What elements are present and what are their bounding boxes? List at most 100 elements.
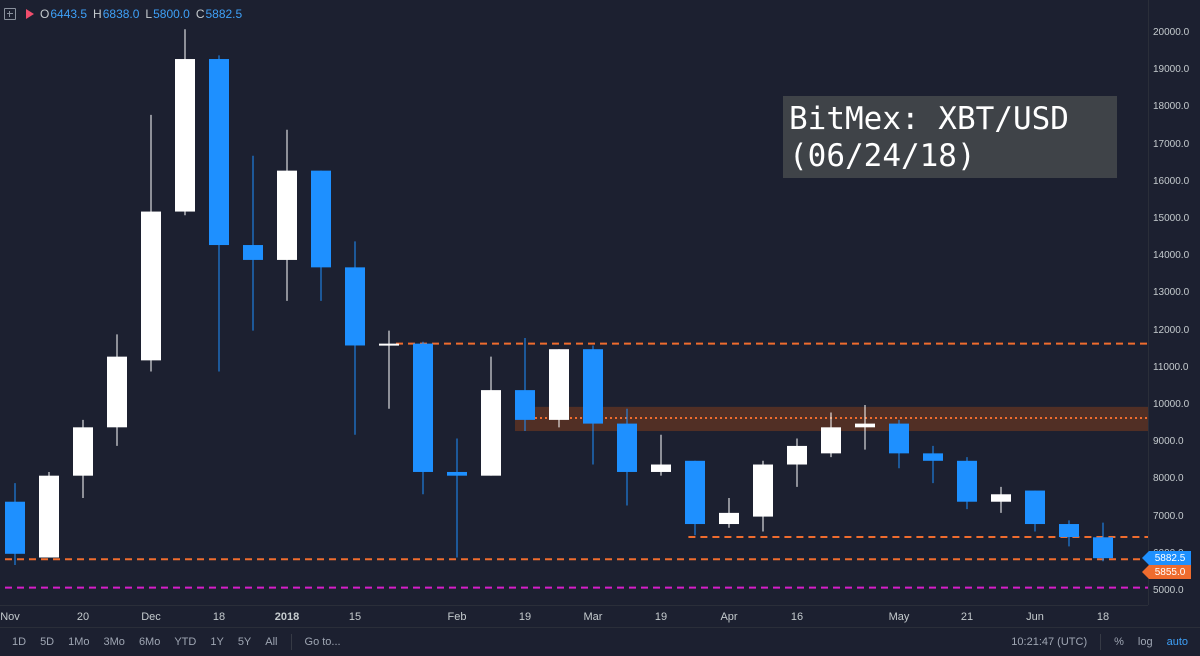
time-tick-label: Apr: [720, 611, 738, 623]
price-tick-label: 10000.0: [1153, 399, 1190, 410]
time-tick-label: Feb: [447, 611, 467, 623]
auto-toggle[interactable]: auto: [1166, 636, 1188, 648]
time-tick-label: 20: [76, 611, 90, 623]
time-tick-label: 18: [212, 611, 226, 623]
time-tick-label: Jun: [1026, 611, 1044, 623]
price-tick-label: 12000.0: [1153, 324, 1190, 336]
candle-body: [685, 460, 705, 525]
time-tick-label: 15: [348, 611, 362, 623]
candle-body: [1093, 537, 1113, 559]
range-button-ytd[interactable]: YTD: [174, 636, 197, 648]
current-price-tag-pointer: [1142, 551, 1149, 565]
candle-body: [957, 460, 977, 502]
candle-body: [311, 170, 331, 268]
open-value: 6443.5: [50, 7, 88, 21]
range-button-1d[interactable]: 1D: [12, 636, 27, 648]
go-to-button[interactable]: Go to...: [304, 636, 341, 648]
candle-body: [345, 267, 365, 346]
price-tick-label: 9000.0: [1153, 436, 1184, 448]
annotation-line-2: (06/24/18): [789, 138, 976, 174]
candle-body: [277, 170, 297, 260]
price-tick-label: 5000.0: [1153, 585, 1184, 596]
range-buttons: 1D 5D 1Mo 3Mo 6Mo YTD 1Y 5Y All: [0, 636, 285, 648]
price-tick-label: 11000.0: [1153, 361, 1189, 373]
current-price-tag: 5882.5: [1149, 551, 1191, 565]
candle-body: [855, 423, 875, 428]
chart-pane[interactable]: O 6443.5 H 6838.0 L 5800.0 C 5882.5 BitMex: …: [0, 0, 1148, 605]
time-tick-label: 2018: [274, 611, 300, 623]
time-tick-label: 21: [960, 611, 974, 623]
level-price-tag-pointer: [1142, 565, 1149, 579]
price-chart: [5, 29, 1148, 589]
candle-body: [991, 494, 1011, 502]
candle-body: [1059, 524, 1079, 538]
time-tick-label: Nov: [0, 611, 20, 623]
candle-body: [209, 59, 229, 246]
time-tick-label: 19: [654, 611, 668, 623]
candle-body: [141, 211, 161, 361]
candle-body: [787, 445, 807, 465]
percent-toggle[interactable]: %: [1114, 636, 1124, 648]
price-tick-label: 8000.0: [1153, 473, 1184, 485]
close-key: C: [195, 7, 205, 21]
candle-body: [447, 471, 467, 476]
close-value: 5882.5: [205, 7, 243, 21]
annotation-note[interactable]: BitMex: XBT/USD (06/24/18): [783, 96, 1117, 178]
price-axis[interactable]: 5000.06000.07000.08000.09000.010000.0110…: [1148, 0, 1200, 605]
candle-body: [719, 512, 739, 525]
candle-body: [821, 427, 841, 454]
price-tick-label: 19000.0: [1153, 64, 1190, 76]
level-price-tag: 5855.0: [1149, 565, 1191, 579]
clock-readout: 10:21:47 (UTC): [1011, 636, 1088, 648]
price-tick-label: 14000.0: [1153, 250, 1190, 262]
high-value: 6838.0: [102, 7, 140, 21]
ohlc-legend: O 6443.5 H 6838.0 L 5800.0 C 5882.5: [4, 7, 242, 21]
candle-body: [651, 464, 671, 472]
price-tick-label: 18000.0: [1153, 101, 1190, 113]
time-tick-label: 16: [790, 611, 804, 623]
candle-body: [889, 423, 909, 454]
price-tick-label: 17000.0: [1153, 138, 1190, 150]
candle-body: [923, 453, 943, 461]
time-tick-label: 18: [1096, 611, 1110, 623]
candle-body: [175, 59, 195, 212]
time-tick-label: Mar: [583, 611, 603, 623]
range-button-all[interactable]: All: [265, 636, 278, 648]
range-button-3mo[interactable]: 3Mo: [103, 636, 125, 648]
expand-icon[interactable]: [4, 8, 16, 20]
bottom-toolbar: 1D 5D 1Mo 3Mo 6Mo YTD 1Y 5Y All Go to... 10:21:4…: [0, 627, 1200, 656]
toolbar-divider: [1100, 634, 1102, 650]
candle-body: [73, 427, 93, 476]
price-tick-label: 15000.0: [1153, 213, 1190, 224]
price-tick-label: 7000.0: [1153, 510, 1184, 522]
range-button-6mo[interactable]: 6Mo: [138, 636, 161, 648]
price-tick-label: 13000.0: [1153, 287, 1190, 299]
price-tick-label: 20000.0: [1153, 27, 1190, 38]
range-button-5d[interactable]: 5D: [40, 636, 55, 648]
toolbar-right: 10:21:47 (UTC) % log auto: [1004, 634, 1200, 650]
range-button-1mo[interactable]: 1Mo: [68, 636, 90, 648]
candle-body: [481, 390, 501, 476]
candle-body: [753, 464, 773, 517]
flag-icon[interactable]: [26, 9, 34, 19]
candle-body: [5, 501, 25, 554]
annotation-line-1: BitMex: XBT/USD: [789, 101, 1069, 137]
time-tick-label: 19: [518, 611, 532, 623]
log-toggle[interactable]: log: [1137, 636, 1153, 648]
candle-body: [617, 423, 637, 472]
candle-body: [515, 390, 535, 420]
candle-body: [583, 349, 603, 424]
candle-body: [413, 343, 433, 472]
range-button-1y[interactable]: 1Y: [210, 636, 224, 648]
price-tick-label: 16000.0: [1153, 175, 1190, 187]
high-key: H: [93, 7, 102, 21]
time-tick-label: May: [888, 611, 910, 623]
candle-body: [549, 349, 569, 420]
time-tick-label: Dec: [141, 611, 161, 623]
candle-body: [379, 343, 399, 346]
range-button-5y[interactable]: 5Y: [237, 636, 252, 648]
open-key: O: [40, 7, 50, 21]
candle-body: [1025, 490, 1045, 525]
candle-body: [243, 245, 263, 260]
time-axis[interactable]: Nov 20 Dec 18 2018 15 Feb 19 Mar 19 Apr 16 May 21 Jun 1…: [0, 605, 1148, 628]
